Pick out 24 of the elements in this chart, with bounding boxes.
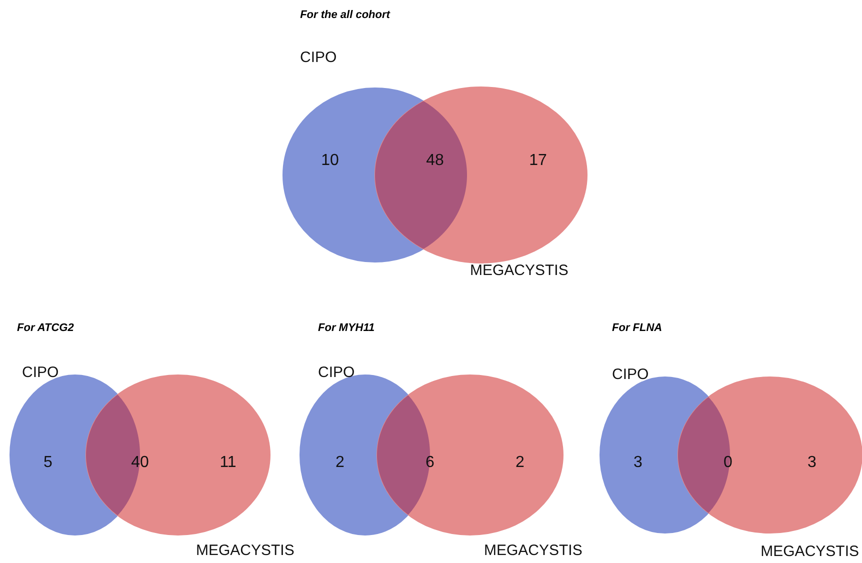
data-label: 3 [808,454,817,471]
text: MEGACYSTIS [196,542,294,559]
data-label: 5 [44,454,53,471]
text: CIPO [22,364,59,381]
text: MEGACYSTIS [484,542,582,559]
text: CIPO [300,49,337,66]
data-label: 6 [426,454,435,471]
data-label: 11 [220,454,236,471]
data-label: 17 [529,152,547,169]
text: For MYH11 [318,322,375,334]
data-label: 40 [131,454,149,471]
data-label: 3 [634,454,643,471]
text: CIPO [318,364,355,381]
data-label: 2 [336,454,345,471]
text: MEGACYSTIS [760,543,859,560]
data-label: 2 [516,454,525,471]
data-label: 0 [724,454,733,471]
text: CIPO [612,366,649,383]
data-label: 48 [426,152,444,169]
text: For FLNA [612,322,662,334]
text: For ATCG2 [17,322,74,334]
text: For the all cohort [300,9,392,21]
data-label: 10 [321,152,339,169]
text: MEGACYSTIS [470,262,568,279]
